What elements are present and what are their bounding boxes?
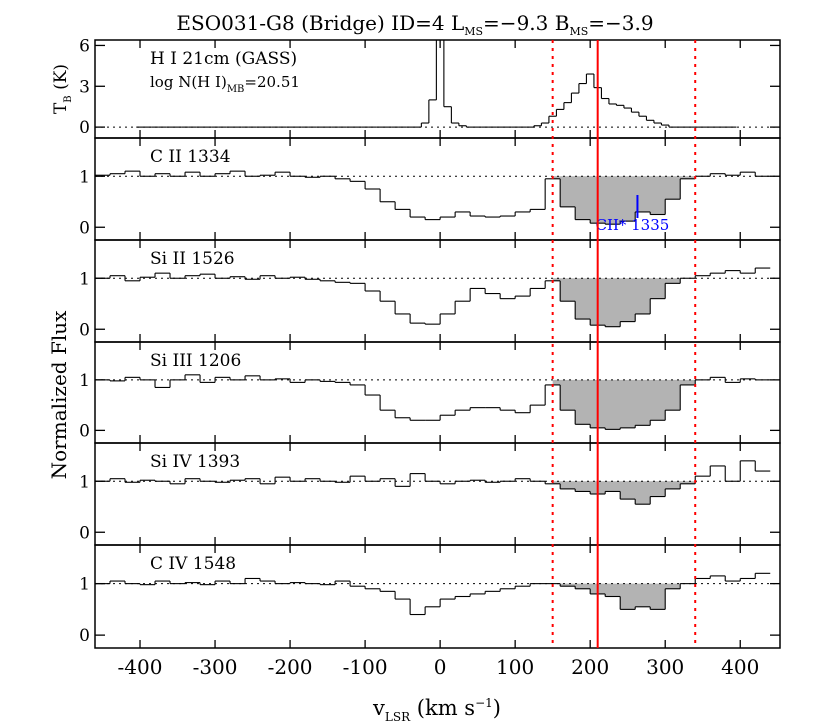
absorption-shade [552, 578, 696, 610]
x-tick-label: 400 [721, 655, 759, 679]
xlabel-sub: LSR [385, 710, 411, 724]
panel [95, 40, 780, 128]
panel-label: log N(H I)MB=20.51 [150, 73, 300, 95]
y-tick-label: 3 [79, 77, 90, 97]
absorption-shade [552, 476, 696, 505]
ylabel-part: T [51, 102, 71, 114]
panel [95, 170, 780, 225]
x-tick-label: 0 [434, 655, 447, 679]
panel [95, 267, 780, 328]
panel [95, 460, 780, 505]
annotation-label: CII* 1335 [596, 216, 670, 234]
label-sub: MB [227, 84, 245, 95]
absorption-shade [552, 379, 696, 430]
plot-area: 0 3 6 H I 21cm (GASS) log N(H I)MB=20.51 TB (… [51, 36, 781, 679]
title-part: ESO031-G8 (Bridge) ID=4 L [176, 11, 464, 35]
y-tick-label: 0 [79, 320, 90, 340]
x-axis-label: vLSR (km s−1) [372, 696, 501, 724]
title-part: =−3.9 [588, 11, 653, 35]
y-tick-label: 1 [79, 167, 90, 187]
ylabel-part: (K) [51, 64, 71, 95]
x-tick-label: 200 [571, 655, 609, 679]
ylabel-sub: B [63, 95, 74, 102]
panel-label-part: C II 1334 [150, 147, 231, 167]
absorption-shade [552, 176, 696, 225]
chart-title: ESO031-G8 (Bridge) ID=4 LMS=−9.3 BMS=−3.… [176, 11, 653, 38]
y-tick-label: 0 [79, 523, 90, 543]
y-axis-label: Normalized Flux [47, 310, 71, 479]
title-part: =−9.3 B [483, 11, 569, 35]
panel-label-part: Si IV 1393 [150, 452, 240, 472]
absorption-shade [552, 275, 696, 327]
panel-label: Si IV 1393 [150, 452, 240, 472]
y-tick-label: 0 [79, 421, 90, 441]
panel-label: H I 21cm (GASS) [150, 49, 297, 69]
x-tick-label: -100 [343, 655, 388, 679]
y-tick-label: 0 [79, 626, 90, 646]
panel-label: Si II 1526 [150, 249, 235, 269]
xlabel-part: (km s [410, 696, 475, 720]
panel-label-part: Si III 1206 [150, 351, 241, 371]
panel-label: Si III 1206 [150, 351, 241, 371]
x-tick-label: 100 [496, 655, 534, 679]
x-tick-label: -200 [268, 655, 313, 679]
label-part: =20.51 [244, 73, 300, 91]
x-tick-label: 300 [646, 655, 684, 679]
y-tick-label: 1 [79, 269, 90, 289]
panel-frame [94, 544, 781, 649]
title-sub: MS [569, 25, 588, 38]
xlabel-sup: −1 [475, 696, 493, 710]
panel-label-part: H I 21cm (GASS) [150, 49, 297, 69]
xlabel-part: v [372, 696, 385, 720]
y-tick-label: 6 [79, 36, 90, 56]
panel-label-part: C IV 1548 [150, 554, 236, 574]
x-tick-label: -300 [193, 655, 238, 679]
y-tick-label: 1 [79, 575, 90, 595]
label-part: log N(H I) [150, 73, 227, 91]
x-tick-label: -400 [118, 655, 163, 679]
panel [95, 374, 780, 430]
panel-label: C II 1334 [150, 147, 231, 167]
y-tick-label: 0 [79, 118, 90, 138]
xlabel-part: ) [493, 696, 501, 720]
panel [95, 572, 780, 616]
panel-y-label: TB (K) [51, 64, 74, 114]
title-sub: MS [464, 25, 483, 38]
y-tick-label: 1 [79, 472, 90, 492]
y-tick-label: 0 [79, 218, 90, 238]
y-tick-label: 1 [79, 371, 90, 391]
panel-label: C IV 1548 [150, 554, 236, 574]
panel-label-part: Si II 1526 [150, 249, 235, 269]
